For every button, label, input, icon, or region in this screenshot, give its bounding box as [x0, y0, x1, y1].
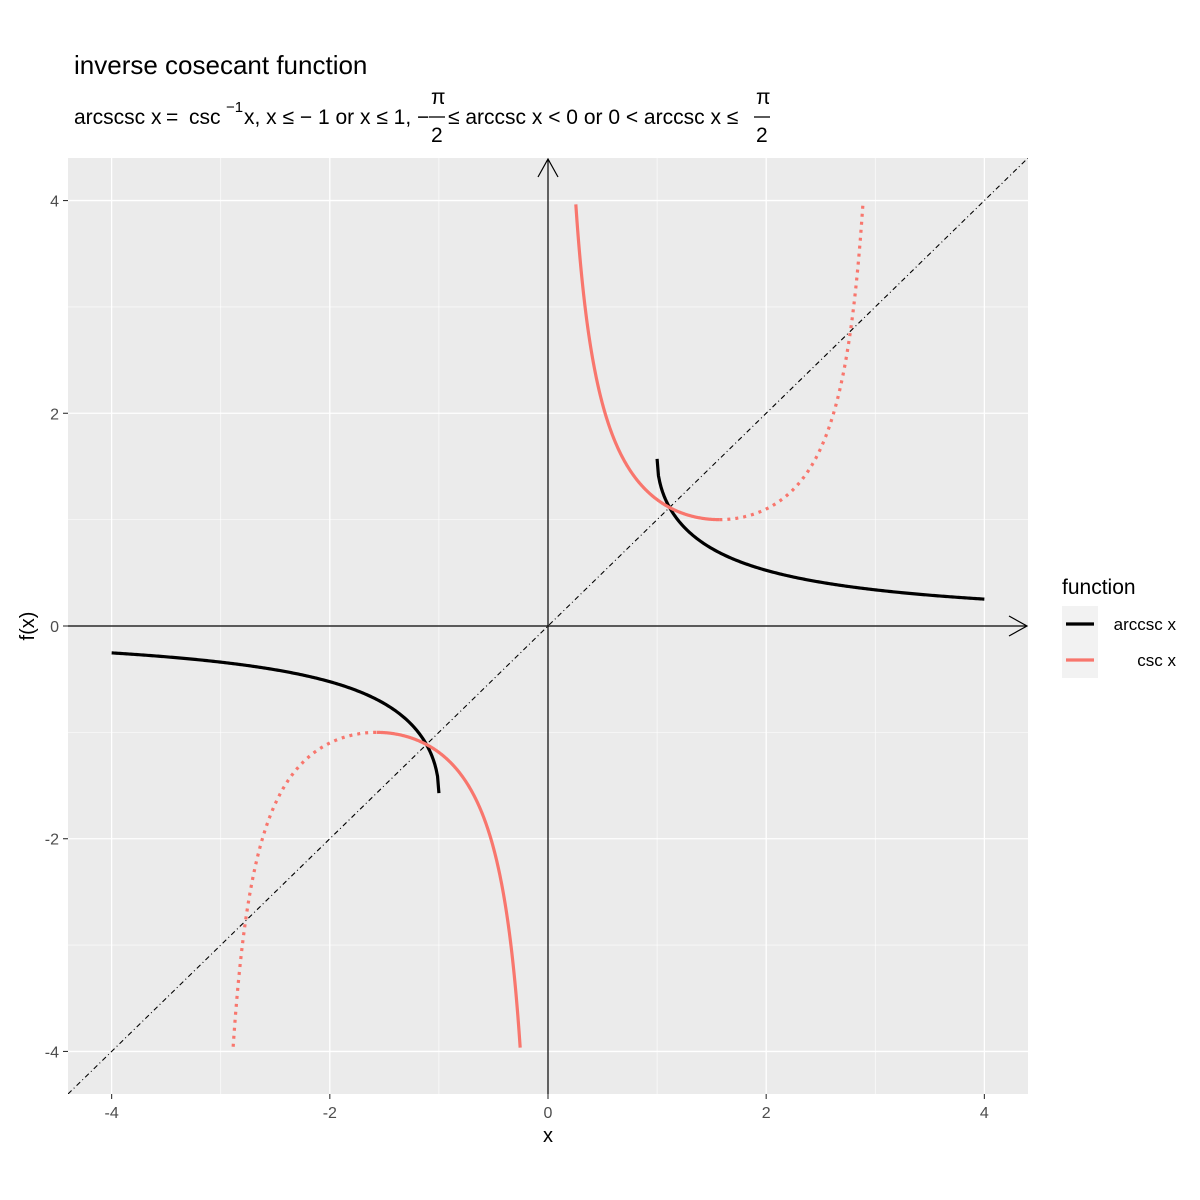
legend-label: arccsc x	[1114, 615, 1177, 634]
subtitle-superscript: −1	[226, 99, 243, 116]
zero-axes	[68, 160, 1026, 1094]
series-line-csc	[574, 204, 721, 522]
x-tick-label: 4	[980, 1105, 989, 1122]
x-axis-arrow	[1008, 615, 1029, 637]
subtitle-equals: =	[166, 106, 178, 129]
series-line-arccsc	[655, 458, 985, 601]
chart-subtitle: arcscsc x = csc −1 x, x ≤ − 1 or x ≤ 1, …	[74, 86, 771, 147]
subtitle-pi-2: π	[756, 86, 771, 109]
subtitle-pi-1: π	[431, 86, 446, 109]
series-line-csc	[375, 730, 522, 1048]
identity-reference-line	[68, 158, 1028, 1094]
legend: function arccsc x csc x	[1062, 576, 1176, 678]
x-tick-label: -2	[323, 1105, 337, 1122]
legend-items: arccsc x csc x	[1062, 606, 1176, 678]
subtitle-two-2: 2	[756, 124, 768, 147]
x-tick-label: 2	[762, 1105, 771, 1122]
subtitle-two-1: 2	[431, 124, 443, 147]
x-tick-label: -4	[105, 1105, 119, 1122]
y-axis-arrow	[537, 157, 559, 178]
series-layer	[111, 204, 985, 1048]
y-axis-title: f(x)	[17, 612, 39, 641]
legend-label: csc x	[1137, 651, 1176, 670]
axis-arrows	[537, 157, 1029, 637]
series-line-csc-ext	[718, 205, 865, 522]
y-tick-label: -4	[45, 1044, 59, 1061]
x-axis-title: x	[543, 1125, 553, 1147]
y-tick-label: -2	[45, 832, 59, 849]
y-tick-label: 2	[50, 406, 59, 423]
y-tick-label: 4	[50, 194, 59, 211]
x-tick-label: 0	[544, 1105, 553, 1122]
legend-title: function	[1062, 576, 1136, 599]
subtitle-csc: csc	[189, 106, 221, 129]
subtitle-condition-1: x, x ≤ − 1 or x ≤ 1, −	[244, 106, 429, 129]
y-axis-ticks: -4 -2 0 2 4	[45, 194, 68, 1061]
x-axis-ticks: -4 -2 0 2 4	[105, 1094, 989, 1122]
series-line-arccsc	[111, 651, 441, 794]
y-tick-label: 0	[50, 619, 59, 636]
subtitle-condition-2: ≤ arccsc x < 0 or 0 < arccsc x ≤	[448, 106, 738, 129]
subtitle-lhs: arcscsc x	[74, 106, 162, 129]
chart-title: inverse cosecant function	[74, 50, 367, 80]
